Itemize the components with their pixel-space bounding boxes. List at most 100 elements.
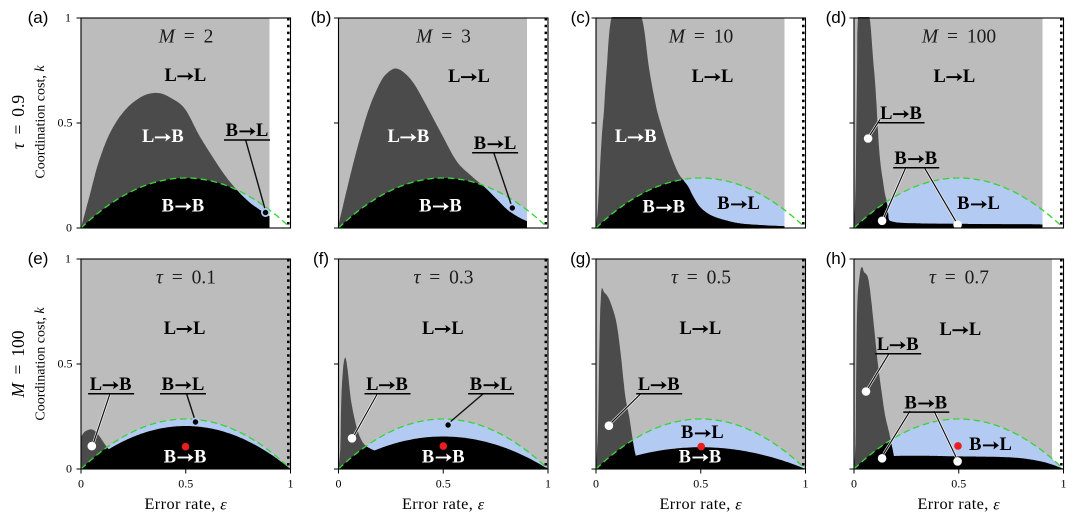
svg-text:L: L bbox=[638, 375, 650, 395]
svg-text:L: L bbox=[193, 319, 205, 339]
svg-text:(d): (d) bbox=[826, 8, 847, 27]
svg-text:L: L bbox=[387, 127, 399, 147]
svg-text:B: B bbox=[906, 335, 918, 355]
svg-text:0.5: 0.5 bbox=[58, 357, 73, 371]
svg-text:B: B bbox=[681, 423, 693, 443]
svg-text:0.5: 0.5 bbox=[436, 477, 451, 491]
svg-text:1: 1 bbox=[65, 252, 71, 266]
svg-text:B: B bbox=[679, 447, 691, 467]
svg-text:L: L bbox=[192, 375, 204, 395]
svg-text:M = 3: M = 3 bbox=[415, 27, 471, 48]
svg-text:L: L bbox=[164, 319, 176, 339]
svg-text:L: L bbox=[90, 375, 102, 395]
svg-text:B: B bbox=[452, 447, 464, 467]
svg-text:M = 2: M = 2 bbox=[158, 27, 214, 48]
svg-text:Error rate, ε: Error rate, ε bbox=[402, 494, 485, 513]
svg-text:τ = 0.7: τ = 0.7 bbox=[929, 268, 989, 289]
svg-text:B: B bbox=[644, 127, 656, 147]
svg-text:τ = 0.1: τ = 0.1 bbox=[156, 268, 216, 289]
svg-text:B: B bbox=[162, 196, 174, 216]
svg-text:L: L bbox=[422, 319, 434, 339]
svg-text:L: L bbox=[709, 319, 721, 339]
svg-text:L: L bbox=[366, 375, 378, 395]
svg-text:(g): (g) bbox=[570, 249, 591, 268]
svg-text:B: B bbox=[162, 375, 174, 395]
svg-text:B: B bbox=[226, 121, 238, 141]
svg-text:L: L bbox=[692, 67, 704, 87]
svg-text:0.5: 0.5 bbox=[58, 116, 73, 130]
svg-text:B: B bbox=[449, 196, 461, 216]
svg-text:M = 100: M = 100 bbox=[8, 330, 28, 398]
svg-text:L: L bbox=[721, 67, 733, 87]
svg-text:L: L bbox=[615, 127, 627, 147]
svg-text:τ = 0.9: τ = 0.9 bbox=[8, 95, 28, 150]
svg-text:B: B bbox=[673, 198, 685, 218]
svg-text:M = 100: M = 100 bbox=[921, 27, 996, 48]
svg-text:B: B bbox=[119, 375, 131, 395]
svg-text:L: L bbox=[448, 67, 460, 87]
svg-text:L: L bbox=[142, 127, 154, 147]
svg-text:Error rate, ε: Error rate, ε bbox=[917, 494, 1000, 513]
svg-text:B: B bbox=[417, 127, 429, 147]
svg-text:Coordination cost, k: Coordination cost, k bbox=[33, 65, 48, 179]
svg-text:Error rate, ε: Error rate, ε bbox=[659, 494, 742, 513]
svg-text:Coordination cost, k: Coordination cost, k bbox=[33, 307, 48, 421]
svg-text:0: 0 bbox=[78, 477, 84, 491]
svg-text:(e): (e) bbox=[28, 249, 49, 268]
svg-text:B: B bbox=[192, 196, 204, 216]
svg-text:L: L bbox=[680, 319, 692, 339]
svg-text:0: 0 bbox=[593, 477, 599, 491]
svg-text:B: B bbox=[935, 393, 947, 413]
svg-text:L: L bbox=[711, 423, 723, 443]
svg-text:1: 1 bbox=[65, 11, 71, 25]
svg-text:1: 1 bbox=[545, 477, 551, 491]
svg-text:1: 1 bbox=[288, 477, 294, 491]
svg-text:L: L bbox=[877, 335, 889, 355]
svg-text:L: L bbox=[969, 320, 981, 340]
svg-text:B: B bbox=[709, 447, 721, 467]
svg-text:L: L bbox=[194, 66, 206, 86]
svg-text:L: L bbox=[256, 121, 268, 141]
svg-text:B: B bbox=[969, 435, 981, 455]
svg-text:0.5: 0.5 bbox=[693, 477, 708, 491]
svg-text:0.5: 0.5 bbox=[178, 477, 193, 491]
svg-text:B: B bbox=[422, 447, 434, 467]
svg-text:τ = 0.3: τ = 0.3 bbox=[413, 268, 473, 289]
svg-text:0: 0 bbox=[851, 477, 857, 491]
svg-text:B: B bbox=[419, 196, 431, 216]
svg-text:L: L bbox=[940, 320, 952, 340]
svg-text:B: B bbox=[905, 393, 917, 413]
svg-text:(a): (a) bbox=[28, 8, 49, 27]
svg-text:L: L bbox=[963, 67, 975, 87]
svg-text:L: L bbox=[748, 194, 760, 214]
svg-text:Error rate, ε: Error rate, ε bbox=[144, 494, 227, 513]
svg-text:B: B bbox=[470, 375, 482, 395]
svg-text:L: L bbox=[934, 67, 946, 87]
svg-text:L: L bbox=[500, 375, 512, 395]
svg-text:B: B bbox=[171, 127, 183, 147]
svg-text:τ = 0.5: τ = 0.5 bbox=[671, 268, 731, 289]
svg-text:B: B bbox=[957, 194, 969, 214]
svg-text:(h): (h) bbox=[826, 249, 847, 268]
svg-text:L: L bbox=[451, 319, 463, 339]
svg-text:B: B bbox=[164, 447, 176, 467]
svg-text:1: 1 bbox=[803, 477, 809, 491]
svg-text:B: B bbox=[910, 104, 922, 124]
svg-text:(b): (b) bbox=[311, 8, 332, 27]
svg-text:B: B bbox=[194, 447, 206, 467]
svg-text:0: 0 bbox=[66, 462, 72, 476]
svg-text:B: B bbox=[925, 149, 937, 169]
svg-text:L: L bbox=[999, 435, 1011, 455]
svg-text:L: L bbox=[880, 104, 892, 124]
svg-text:0: 0 bbox=[66, 221, 72, 235]
svg-text:B: B bbox=[894, 149, 906, 169]
svg-text:B: B bbox=[474, 134, 486, 154]
svg-text:(f): (f) bbox=[313, 249, 329, 268]
svg-text:L: L bbox=[478, 67, 490, 87]
svg-text:M = 10: M = 10 bbox=[668, 27, 734, 48]
svg-text:B: B bbox=[667, 375, 679, 395]
svg-text:B: B bbox=[643, 198, 655, 218]
svg-text:0: 0 bbox=[336, 477, 342, 491]
svg-text:B: B bbox=[396, 375, 408, 395]
svg-text:B: B bbox=[717, 194, 729, 214]
